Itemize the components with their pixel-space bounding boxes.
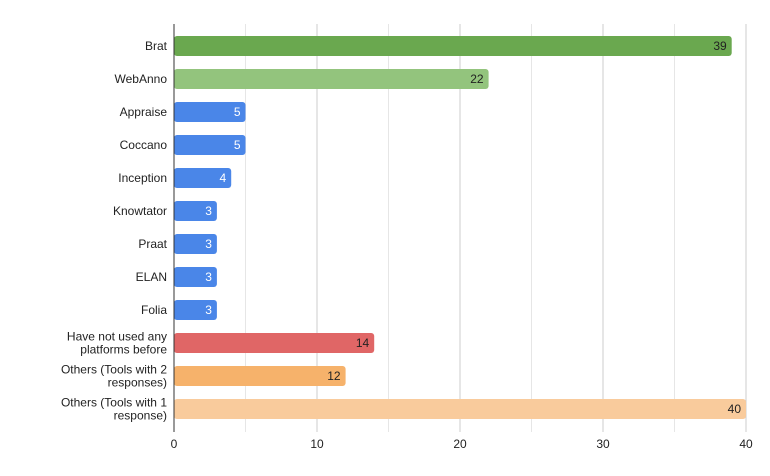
x-tick-label: 20: [453, 437, 467, 451]
x-tick-label: 40: [739, 437, 753, 451]
bar: [174, 234, 217, 254]
axes: Brat WebAnno Appraise Coccano Inception Knowt…: [61, 24, 753, 451]
data-label: 5: [234, 138, 241, 152]
bar: [174, 69, 489, 89]
category-label: Have not used any platforms before: [67, 330, 167, 357]
data-label: 3: [205, 204, 212, 218]
data-label: 4: [220, 171, 227, 185]
data-label: 3: [205, 303, 212, 317]
category-label: WebAnno: [115, 72, 168, 86]
category-label: ELAN: [136, 270, 167, 284]
category-label: Others (Tools with 2 responses): [61, 363, 167, 390]
bar: [174, 102, 246, 122]
bar: [174, 366, 346, 386]
category-label: Appraise: [120, 105, 168, 119]
data-label: 40: [728, 402, 742, 416]
category-label: Brat: [145, 39, 168, 53]
bar: [174, 333, 375, 353]
category-label: Folia: [141, 303, 167, 317]
data-label: 14: [356, 336, 370, 350]
category-label: Coccano: [120, 138, 168, 152]
gridlines: [245, 24, 747, 432]
category-label: Knowtator: [113, 204, 167, 218]
data-label: 3: [205, 270, 212, 284]
bar: [174, 201, 217, 221]
x-tick-label: 0: [171, 437, 178, 451]
bar: [174, 300, 217, 320]
data-label: 12: [327, 369, 341, 383]
x-tick-label: 30: [596, 437, 610, 451]
bar: [174, 168, 232, 188]
data-label: 3: [205, 237, 212, 251]
x-tick-label: 10: [310, 437, 324, 451]
bar: [174, 267, 217, 287]
bar: [174, 399, 746, 419]
category-label: Inception: [118, 171, 167, 185]
bars: 39 22 5 5 4 3 3 3 3 14 12 40: [174, 36, 746, 419]
bar: [174, 36, 732, 56]
category-label: Others (Tools with 1 response): [61, 396, 167, 423]
bar: [174, 135, 246, 155]
data-label: 22: [470, 72, 484, 86]
data-label: 5: [234, 105, 241, 119]
data-label: 39: [713, 39, 727, 53]
category-label: Praat: [138, 237, 167, 251]
